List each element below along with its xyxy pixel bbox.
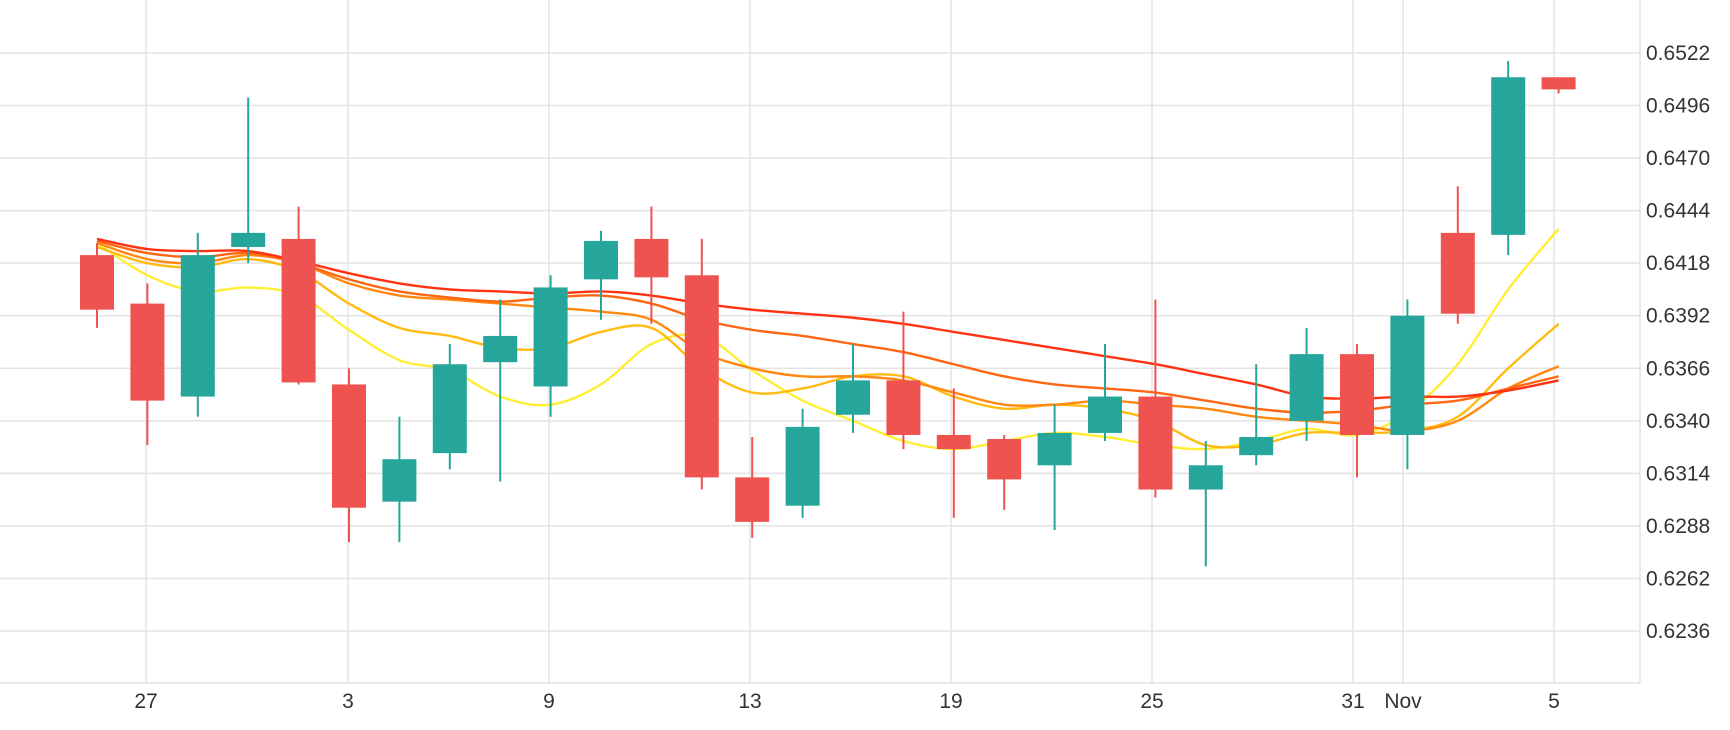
candle-body (1239, 436, 1274, 456)
x-tick-label: 3 (342, 690, 354, 713)
candle (836, 344, 870, 433)
y-tick-label: 0.6340 (1646, 410, 1710, 433)
candle-body (483, 335, 518, 363)
x-tick-label: Nov (1384, 690, 1422, 713)
candle (936, 388, 971, 518)
candle-body (332, 384, 366, 508)
x-tick-label: 31 (1341, 690, 1364, 713)
y-tick-label: 0.6366 (1646, 357, 1710, 380)
candle-body (80, 255, 114, 310)
y-tick-label: 0.6444 (1646, 200, 1711, 223)
vertical-gridlines (145, 0, 1555, 683)
x-tick-label: 25 (1140, 690, 1163, 713)
candle-body (684, 275, 719, 478)
candle (1440, 186, 1475, 324)
y-tick-label: 0.6496 (1646, 95, 1710, 118)
x-tick-label: 19 (939, 690, 962, 713)
candle-body (1289, 354, 1324, 421)
candle-body (1188, 465, 1223, 490)
candle (1491, 61, 1526, 256)
candle (1239, 364, 1274, 466)
y-tick-label: 0.6288 (1646, 515, 1710, 538)
candle-body (231, 232, 266, 248)
candle (1541, 77, 1576, 94)
candle (987, 434, 1022, 510)
candle-body (584, 240, 618, 280)
candle (735, 436, 770, 539)
moving-average-lines (96, 228, 1560, 451)
candle (180, 232, 215, 417)
moving-average-line-4 (96, 239, 1559, 414)
candle (332, 368, 366, 543)
candle (1188, 441, 1223, 567)
candle-body (1541, 77, 1576, 90)
x-tick-label: 27 (134, 690, 157, 713)
candle (1390, 299, 1425, 470)
candles (80, 61, 1576, 567)
candle-body (987, 439, 1022, 480)
candle (584, 230, 618, 320)
candle-body (785, 426, 820, 506)
candle (634, 206, 669, 324)
candle-body (1390, 315, 1425, 435)
y-tick-label: 0.6314 (1646, 462, 1711, 485)
candle (130, 283, 165, 446)
y-tick-label: 0.6392 (1646, 305, 1710, 328)
candle (432, 344, 467, 470)
candle (1088, 344, 1122, 442)
y-tick-label: 0.6418 (1646, 252, 1710, 275)
candle (886, 311, 921, 450)
candle (281, 206, 316, 385)
candle-body (1037, 432, 1072, 466)
candle (1289, 327, 1324, 442)
candle-body (382, 459, 417, 502)
candle-body (1491, 77, 1526, 235)
candle-body (1340, 354, 1374, 435)
candle-body (130, 303, 165, 401)
y-axis-tick-labels: 0.6522 0.6496 0.6470 0.6444 0.6418 0.6392 0.63… (1646, 42, 1711, 643)
moving-average-line-3 (96, 241, 1560, 433)
candle-body (1088, 396, 1122, 433)
moving-average-line-2 (96, 245, 1560, 449)
candle (382, 416, 417, 543)
candle-body (533, 287, 568, 387)
x-tick-label: 13 (738, 690, 761, 713)
candle (1138, 299, 1173, 498)
candle-body (886, 380, 921, 435)
candle-body (735, 477, 770, 522)
y-tick-label: 0.6262 (1646, 567, 1710, 590)
y-tick-label: 0.6470 (1646, 147, 1710, 170)
candle-body (1440, 232, 1475, 314)
candle (533, 275, 568, 417)
candle-body (1138, 396, 1173, 490)
candle (231, 97, 266, 264)
candle-body (634, 238, 669, 278)
y-tick-label: 0.6522 (1646, 42, 1710, 65)
candle (80, 242, 114, 328)
candle-body (836, 380, 870, 415)
candle-body (281, 238, 316, 383)
x-axis-tick-labels: 27 3 9 13 19 25 31 Nov 5 (134, 690, 1560, 713)
x-tick-label: 9 (543, 690, 555, 713)
candle-body (432, 364, 467, 454)
x-tick-label: 5 (1548, 690, 1560, 713)
candle (785, 408, 820, 518)
candle (684, 238, 719, 490)
candle (1037, 404, 1072, 530)
candle-body (936, 434, 971, 450)
y-tick-label: 0.6236 (1646, 620, 1710, 643)
candle (1340, 344, 1374, 478)
candle (483, 299, 518, 482)
candle-body (180, 255, 215, 397)
